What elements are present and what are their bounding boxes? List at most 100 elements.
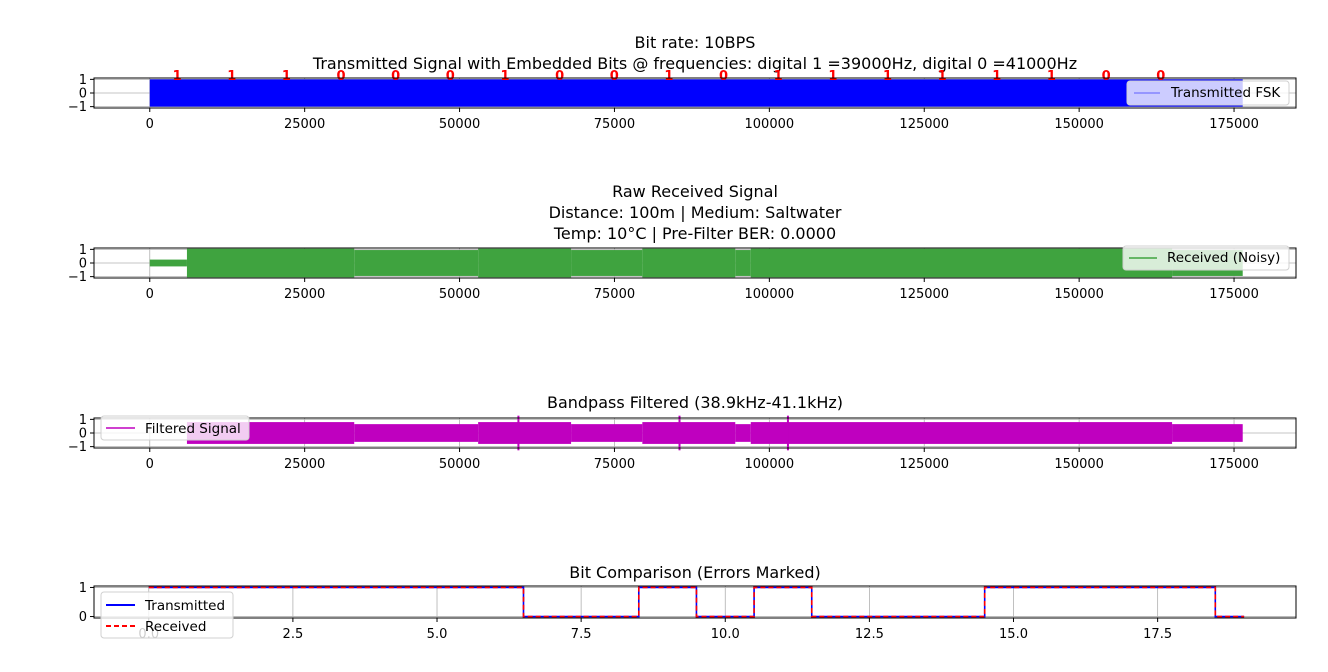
y-tick-label: −1 — [68, 100, 87, 115]
x-tick-label: 50000 — [439, 117, 480, 132]
legend-box — [1122, 245, 1290, 271]
panel2-title-line2: Distance: 100m | Medium: Saltwater — [549, 203, 842, 222]
x-tick-label: 25000 — [284, 117, 325, 132]
signal-band — [1172, 424, 1243, 442]
x-tick-label: 100000 — [745, 117, 795, 132]
y-tick-label: −1 — [68, 440, 87, 455]
x-tick-label: 150000 — [1054, 287, 1104, 302]
panel2-title-line1: Raw Received Signal — [612, 182, 778, 201]
y-tick-label: 1 — [79, 413, 87, 428]
bit-label: 1 — [992, 69, 1001, 84]
x-tick-label: 5.0 — [427, 627, 448, 642]
panel2-title-line3: Temp: 10°C | Pre-Filter BER: 0.0000 — [553, 224, 836, 243]
bit-label: 0 — [719, 69, 728, 84]
x-tick-label: 25000 — [284, 457, 325, 472]
signal-band — [354, 250, 479, 276]
signal-band — [571, 424, 643, 442]
signal-band — [735, 424, 751, 442]
y-tick-label: 0 — [79, 427, 87, 442]
panel2-signal — [149, 248, 1243, 278]
signal-spike — [678, 415, 681, 451]
panel4-legend: Transmitted Received — [100, 591, 234, 639]
x-tick-label: 0 — [146, 287, 154, 302]
x-tick-label: 15.0 — [999, 627, 1028, 642]
signal-band — [750, 422, 1173, 444]
panel1-title-line1: Bit rate: 10BPS — [635, 33, 756, 52]
signal-band — [186, 248, 355, 278]
signal-band — [571, 250, 643, 276]
x-tick-label: 25000 — [284, 287, 325, 302]
x-tick-label: 100000 — [745, 457, 795, 472]
panel1-ticks: 0 25000 50000 75000 100000 125000 150000 175000… — [68, 73, 1259, 132]
legend-label-transmitted-fsk: Transmitted FSK — [1170, 85, 1281, 101]
bit-label: 0 — [610, 69, 619, 84]
x-tick-label: 17.5 — [1143, 627, 1172, 642]
x-tick-label: 10.0 — [711, 627, 740, 642]
bit-label: 1 — [664, 69, 673, 84]
x-tick-label: 0 — [146, 117, 154, 132]
bit-label: 0 — [337, 69, 346, 84]
signal-spike — [786, 415, 789, 451]
panel4-axes-frame — [93, 585, 1297, 619]
x-tick-label: 175000 — [1209, 117, 1259, 132]
y-tick-label: 0 — [79, 87, 87, 102]
signal-band — [642, 248, 736, 278]
x-tick-label: 125000 — [899, 457, 949, 472]
panel3-ticks: 0 25000 50000 75000 100000 125000 150000 175000… — [68, 413, 1259, 472]
panel1-signal — [149, 79, 1243, 107]
panel1-bit-labels: 1 1 1 0 0 0 1 0 0 1 0 1 1 1 1 1 1 0 0 — [173, 69, 1166, 84]
bit-label: 1 — [500, 69, 509, 84]
signal-band — [478, 422, 572, 444]
signal-band — [642, 422, 736, 444]
x-tick-label: 150000 — [1054, 117, 1104, 132]
x-tick-label: 175000 — [1209, 287, 1259, 302]
bit-label: 1 — [938, 69, 947, 84]
x-tick-label: 150000 — [1054, 457, 1104, 472]
panel-bit-comparison: Bit Comparison (Errors Marked) 0.02.55.0… — [79, 563, 1297, 642]
panel2-ticks: 0 25000 50000 75000 100000 125000 150000 175000… — [68, 243, 1259, 302]
signal-band — [149, 79, 1243, 107]
received-bits-line — [148, 586, 1245, 618]
legend-label-transmitted: Transmitted — [144, 598, 225, 614]
bit-label: 0 — [391, 69, 400, 84]
bit-label: 1 — [1047, 69, 1056, 84]
signal-band — [149, 259, 187, 267]
signal-spike — [517, 415, 520, 451]
bit-label: 1 — [282, 69, 291, 84]
bit-label: 0 — [446, 69, 455, 84]
bit-label: 1 — [828, 69, 837, 84]
legend-box — [1126, 80, 1290, 106]
bit-label: 0 — [1102, 69, 1111, 84]
y-tick-label: 1 — [79, 73, 87, 88]
panel-received: Raw Received Signal Distance: 100m | Med… — [68, 182, 1297, 302]
y-tick-label: −1 — [68, 270, 87, 285]
y-tick-label: 0 — [79, 257, 87, 272]
legend-label-received: Received — [145, 619, 206, 635]
x-tick-label: 0 — [146, 457, 154, 472]
bit-label: 1 — [173, 69, 182, 84]
panel4-title: Bit Comparison (Errors Marked) — [569, 563, 820, 582]
x-tick-label: 75000 — [594, 117, 635, 132]
panel1-title-line2: Transmitted Signal with Embedded Bits @ … — [312, 54, 1077, 73]
legend-label-received: Received (Noisy) — [1167, 250, 1280, 266]
y-tick-label: 0 — [79, 610, 87, 625]
bit-label: 0 — [1156, 69, 1165, 84]
panel-transmitted: Bit rate: 10BPS Transmitted Signal with … — [68, 33, 1297, 132]
panel3-title: Bandpass Filtered (38.9kHz-41.1kHz) — [547, 393, 843, 412]
x-tick-label: 50000 — [439, 457, 480, 472]
y-tick-label: 1 — [79, 243, 87, 258]
x-tick-label: 75000 — [594, 457, 635, 472]
x-tick-label: 75000 — [594, 287, 635, 302]
x-tick-label: 2.5 — [283, 627, 304, 642]
signal-band — [750, 248, 1173, 278]
x-tick-label: 100000 — [745, 287, 795, 302]
panel3-legend: Filtered Signal — [100, 415, 250, 441]
bit-label: 1 — [774, 69, 783, 84]
panel1-legend: Transmitted FSK — [1126, 80, 1290, 106]
bit-label: 1 — [883, 69, 892, 84]
x-tick-label: 50000 — [439, 287, 480, 302]
panel-filtered: Bandpass Filtered (38.9kHz-41.1kHz) 0 250… — [68, 393, 1297, 472]
x-tick-label: 125000 — [899, 117, 949, 132]
x-tick-label: 7.5 — [571, 627, 592, 642]
